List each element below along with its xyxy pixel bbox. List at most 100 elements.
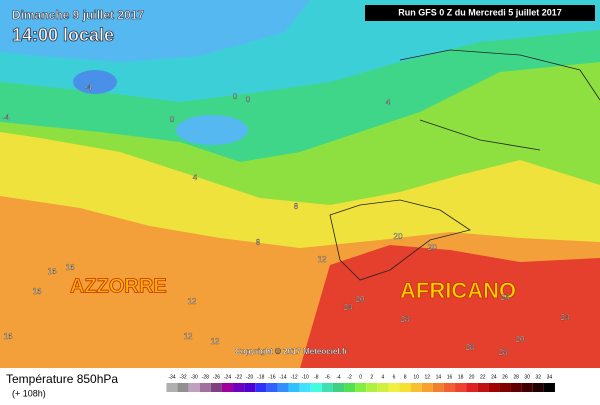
date: Dimanche 9 juillet 2017 <box>12 8 144 22</box>
legend-tick-label: 28 <box>513 374 519 380</box>
legend-tick-label: -8 <box>314 374 319 380</box>
legend-tick-label: -4 <box>336 374 341 380</box>
contour-label: 8 <box>294 202 299 211</box>
legend-tick-label: -6 <box>325 374 330 380</box>
legend-swatch <box>166 383 178 392</box>
contour-label: 24 <box>561 313 570 322</box>
legend-swatch <box>499 383 511 392</box>
legend-swatch <box>255 383 267 392</box>
legend-tick-label: 22 <box>480 374 486 380</box>
legend-tick-label: 26 <box>502 374 508 380</box>
contour-label: 12 <box>184 332 193 341</box>
legend-swatch <box>199 383 211 392</box>
legend-swatch <box>532 383 544 392</box>
legend-swatch <box>266 383 278 392</box>
contour-label: 20 <box>516 335 525 344</box>
legend-swatch <box>277 383 289 392</box>
contour-label: 16 <box>66 263 75 272</box>
legend-swatch <box>432 383 444 392</box>
legend-swatch <box>321 383 333 392</box>
run-banner <box>365 5 595 21</box>
contour-label: 12 <box>188 297 197 306</box>
legend-swatch <box>477 383 489 392</box>
legend-swatch <box>466 383 478 392</box>
legend-swatch <box>510 383 522 392</box>
legend-swatch <box>443 383 456 392</box>
contour-label: 20 <box>428 243 437 252</box>
legend-swatch <box>221 383 234 392</box>
legend-swatch <box>399 383 411 392</box>
legend-swatch <box>177 383 189 392</box>
legend-tick-label: -28 <box>202 374 209 380</box>
legend-subtitle: (+ 108h) <box>12 388 46 398</box>
legend-tick-label: -20 <box>246 374 253 380</box>
contour-label: 28 <box>499 348 508 357</box>
legend-tick-label: -2 <box>347 374 352 380</box>
legend-tick-label: 6 <box>393 374 396 380</box>
legend-swatch <box>543 383 555 392</box>
legend-swatch <box>288 383 300 392</box>
legend-tick-label: 34 <box>547 374 553 380</box>
legend-swatch <box>488 383 500 392</box>
legend-tick-label: 20 <box>469 374 475 380</box>
legend-tick-label: -16 <box>268 374 275 380</box>
legend-tick-label: 12 <box>425 374 431 380</box>
legend-tick-label: -24 <box>224 374 231 380</box>
copyright: Copyright © 2017 Meteociel.fr <box>235 347 348 356</box>
legend-swatch <box>310 383 322 392</box>
contour-label: -4 <box>84 83 92 92</box>
coastline <box>399 49 600 151</box>
legend-tick-label: 32 <box>536 374 542 380</box>
legend-tick-label: 16 <box>447 374 453 380</box>
legend-tick-label: 24 <box>491 374 497 380</box>
legend-tick-label: -22 <box>235 374 242 380</box>
contour-label: 16 <box>48 267 57 276</box>
legend-tick-label: -26 <box>213 374 220 380</box>
legend-swatch <box>410 383 422 392</box>
cold-pool <box>73 70 117 94</box>
legend-tick-label: 14 <box>436 374 442 380</box>
legend-tick-label: 8 <box>404 374 407 380</box>
legend-tick-label: 18 <box>458 374 464 380</box>
legend-swatch <box>299 383 311 392</box>
legend-tick-label: -30 <box>191 374 198 380</box>
legend-swatch <box>421 383 433 392</box>
legend-swatch <box>377 383 389 392</box>
legend-swatch <box>244 383 256 392</box>
legend-swatch <box>344 383 356 392</box>
legend-swatch <box>355 383 367 392</box>
cold-pool <box>176 115 248 145</box>
legend-swatch <box>455 383 467 392</box>
legend-tick-label: -10 <box>302 374 309 380</box>
legend-swatch <box>388 383 400 392</box>
contour-label: 4 <box>193 173 198 182</box>
contour-label: 20 <box>356 295 365 304</box>
contour-label: 28 <box>401 315 410 324</box>
region-label: AFRICANO <box>400 278 516 303</box>
legend-tick-label: 2 <box>370 374 373 380</box>
coastline <box>329 199 471 281</box>
contour-label: 12 <box>318 255 327 264</box>
contour-label: 24 <box>501 293 510 302</box>
legend-swatch <box>188 383 200 392</box>
contour-label: 16 <box>33 287 42 296</box>
legend-tick-label: -12 <box>290 374 297 380</box>
legend-swatch <box>366 383 378 392</box>
contour-label: -4 <box>2 113 10 122</box>
legend-tick-label: 4 <box>382 374 385 380</box>
time: 14:00 locale <box>12 25 114 45</box>
run-info: Run GFS 0 Z du Mercredi 5 juillet 2017 <box>398 7 562 17</box>
legend-swatch <box>210 383 222 392</box>
light-blue-zone <box>0 0 310 62</box>
contour-label: 20 <box>394 232 403 241</box>
legend-tick-label: -34 <box>168 374 175 380</box>
contour-label: 28 <box>466 343 475 352</box>
legend-swatch <box>233 383 245 392</box>
region-label: AZZORRE <box>70 275 167 297</box>
legend-title: Température 850hPa <box>6 372 118 386</box>
contour-label: 16 <box>4 332 13 341</box>
legend-tick-label: 30 <box>524 374 530 380</box>
contour-label: 0 <box>170 115 175 124</box>
contour-label: 0 <box>246 95 251 104</box>
